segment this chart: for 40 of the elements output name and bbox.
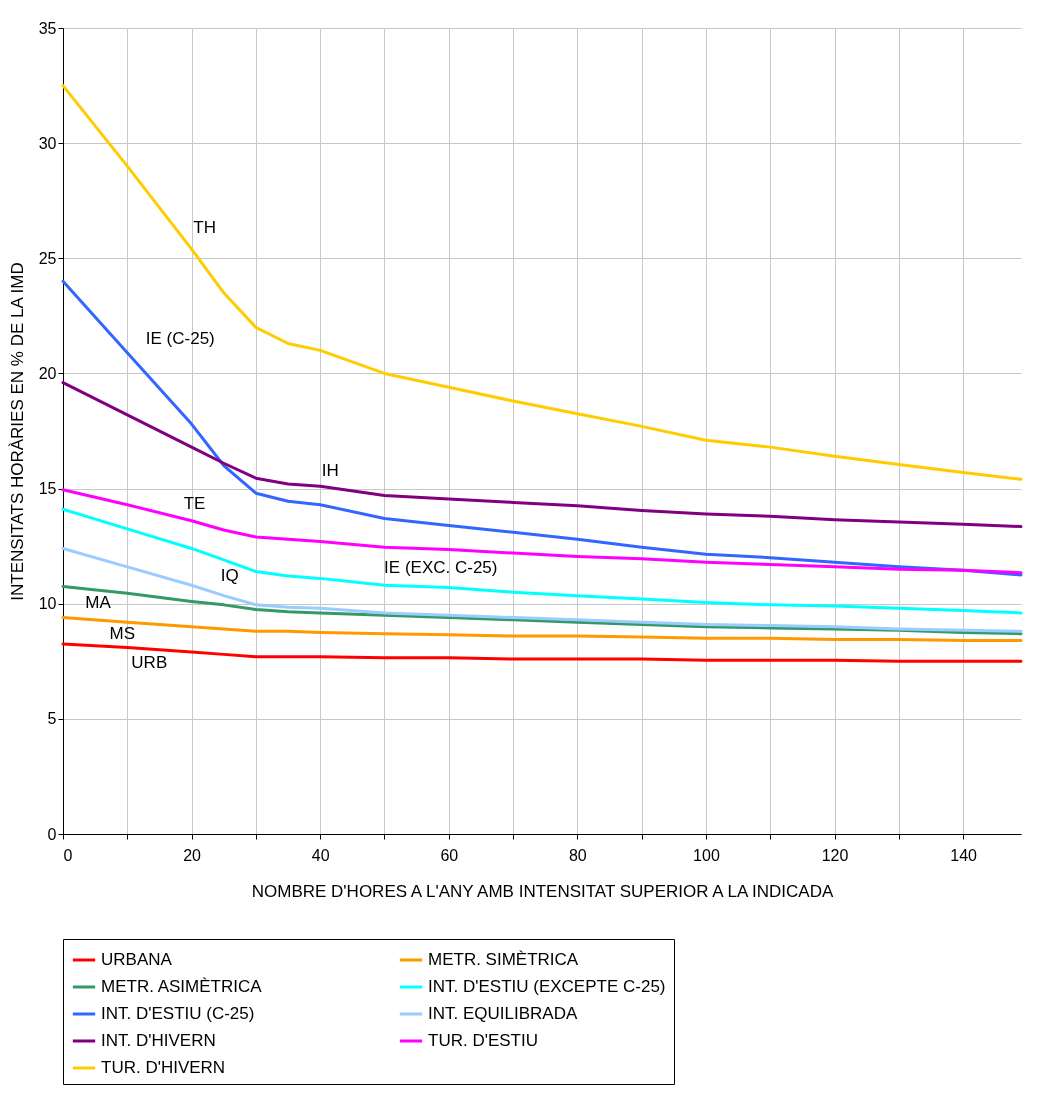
legend-label: INT. D'ESTIU (EXCEPTE C-25) bbox=[428, 977, 666, 996]
y-tick-label: 25 bbox=[38, 249, 57, 267]
line-series bbox=[61, 616, 1023, 643]
annotation: URB bbox=[131, 653, 168, 673]
x-axis-title: NOMBRE D'HORES A L'ANY AMB INTENSITAT SUPERIOR A LA INDICADA bbox=[251, 881, 834, 901]
y-tick-label: 15 bbox=[38, 480, 57, 498]
y-tick-label: 20 bbox=[38, 364, 57, 382]
legend-label: TUR. D'HIVERN bbox=[101, 1058, 226, 1077]
annotation: TH bbox=[193, 218, 216, 238]
annotation: IQ bbox=[220, 565, 239, 585]
x-tick-label: 140 bbox=[950, 846, 978, 864]
x-tick-label: 40 bbox=[311, 846, 330, 864]
x-tick-label: 20 bbox=[183, 846, 202, 864]
line-series bbox=[61, 84, 1023, 481]
annotation: IE (EXC. C-25) bbox=[384, 557, 498, 577]
y-tick-label: 5 bbox=[47, 710, 57, 728]
y-tick-label: 0 bbox=[47, 825, 57, 843]
line-series bbox=[61, 381, 1023, 529]
x-tick-label: 60 bbox=[440, 846, 459, 864]
legend-label: METR. ASIMÈTRICA bbox=[101, 977, 263, 996]
y-tick-label: 30 bbox=[38, 134, 57, 152]
annotation: IH bbox=[321, 461, 339, 481]
annotation: MA bbox=[85, 593, 112, 613]
annotation: TE bbox=[183, 493, 206, 513]
line-series bbox=[61, 507, 1023, 615]
legend-label: TUR. D'ESTIU bbox=[428, 1031, 538, 1050]
x-tick-label: 120 bbox=[821, 846, 849, 864]
legend-label: INT. EQUILIBRADA bbox=[428, 1004, 578, 1023]
legend-label: INT. D'HIVERN bbox=[101, 1031, 216, 1050]
annotation: IE (C-25) bbox=[145, 328, 215, 348]
y-tick-label: 35 bbox=[38, 19, 57, 37]
legend-label: INT. D'ESTIU (C-25) bbox=[101, 1004, 255, 1023]
legend-label: METR. SIMÈTRICA bbox=[428, 950, 579, 969]
x-tick-label: 0 bbox=[63, 846, 73, 864]
x-tick-label: 80 bbox=[568, 846, 587, 864]
y-tick-label: 10 bbox=[38, 595, 57, 613]
annotation: MS bbox=[109, 624, 136, 644]
legend-label: URBANA bbox=[101, 950, 173, 969]
x-tick-label: 100 bbox=[693, 846, 720, 864]
y-axis-title: INTENSITATS HORÀRIES EN % DE LA IMD bbox=[7, 262, 27, 601]
